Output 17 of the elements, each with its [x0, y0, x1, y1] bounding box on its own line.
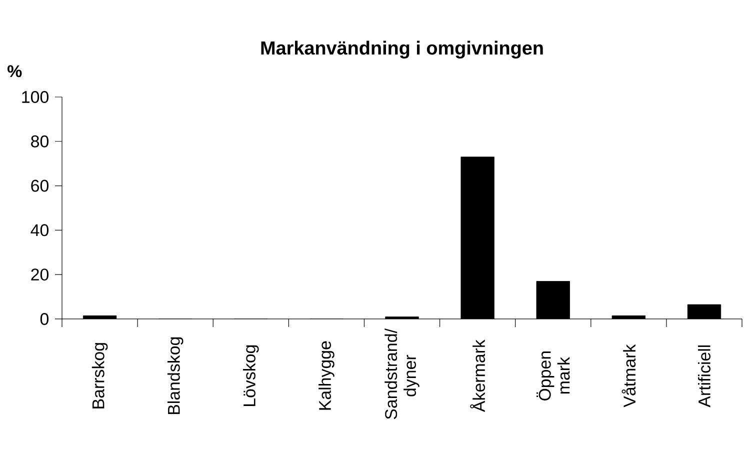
- y-tick-label: 0: [40, 312, 49, 325]
- y-tick-label: 60: [31, 180, 49, 192]
- chart-title: Markanvändning i omgivningen: [261, 40, 543, 59]
- x-tick-label: Blandskog: [167, 337, 184, 414]
- y-tick-label: 100: [22, 90, 49, 103]
- x-tick-label: Sandstrand/ dyner: [384, 328, 420, 420]
- x-tick-label: Öppen mark: [536, 352, 570, 400]
- y-tick-label: 80: [31, 135, 49, 148]
- y-axis-title: %: [8, 65, 22, 78]
- x-tick-label: Lövskog: [243, 345, 259, 406]
- x-tick-label: Åkermark: [470, 340, 486, 412]
- x-tick-label: Kalhygge: [318, 341, 334, 410]
- y-tick-label: 20: [31, 268, 49, 281]
- y-tick-label: 40: [30, 224, 49, 236]
- x-tick-label: Artificiell: [698, 345, 710, 408]
- x-tick-label: Våtmark: [622, 344, 636, 408]
- x-tick-label: Barrskog: [92, 343, 108, 408]
